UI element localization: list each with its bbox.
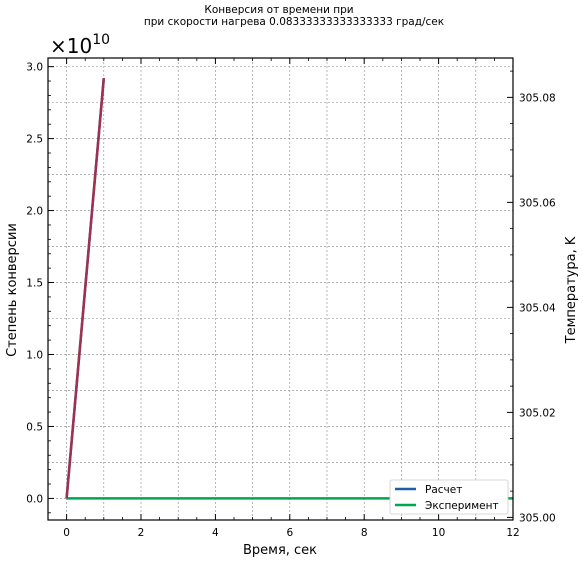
legend: Расчет Эксперимент [389, 479, 509, 515]
y-tick-label-left: 2.5 [26, 134, 43, 146]
legend-label-exp: Эксперимент [425, 500, 499, 512]
x-tick-label: 2 [138, 527, 145, 539]
y-tick-label-left: 1.0 [26, 349, 43, 361]
x-tick-label: 8 [361, 527, 368, 539]
y-tick-label-left: 2.0 [26, 206, 43, 218]
axes-frame [47, 57, 514, 521]
x-tick-label: 4 [212, 527, 219, 539]
chart-title-line-2: при скорости нагрева 0.08333333333333333… [144, 16, 444, 28]
legend-box [389, 479, 509, 515]
offset-label: ×1010 [50, 32, 110, 58]
y-axis-label-left: Степень конверсии [5, 223, 20, 357]
legend-label-calc: Расчет [425, 484, 462, 496]
x-axis-label: Время, сек [243, 543, 317, 558]
y-tick-label-right: 305.08 [519, 92, 556, 104]
y-axis-label-right: Температура, K [564, 236, 579, 344]
x-tick-label: 0 [63, 527, 70, 539]
y-tick-label-right: 305.02 [519, 407, 556, 419]
x-tick-label: 12 [506, 527, 519, 539]
y-tick-label-right: 305.04 [519, 302, 556, 314]
y-tick-label-left: 0.0 [26, 493, 43, 505]
y-tick-label-left: 3.0 [26, 62, 43, 74]
series-line-2 [65, 78, 106, 499]
offset-base: ×10 [50, 34, 92, 58]
y-tick-label-left: 0.5 [26, 421, 43, 433]
x-tick-label: 6 [286, 527, 293, 539]
y-tick-label-left: 1.5 [26, 278, 43, 290]
offset-exponent: 10 [92, 32, 110, 48]
x-tick-label: 10 [432, 527, 445, 539]
y-tick-label-right: 305.00 [519, 512, 556, 524]
chart-title-line-1: Конверсия от времени при [204, 4, 353, 16]
y-tick-label-right: 305.06 [519, 197, 556, 209]
plot-area: 0 2 4 6 8 10 12 0.0 0.5 1.0 1.5 2.0 2.5 3.0 305.00 305.… [26, 57, 556, 539]
